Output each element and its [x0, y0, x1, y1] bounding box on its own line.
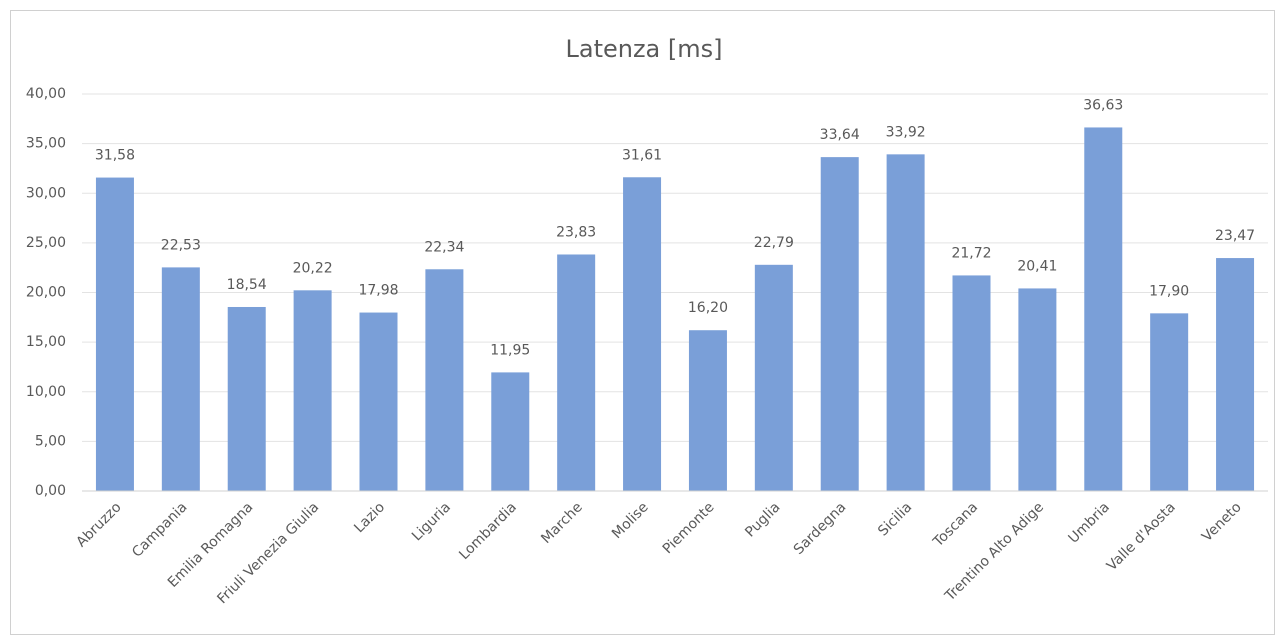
- chart-title: Latenza [ms]: [565, 35, 722, 63]
- bar: [227, 306, 266, 491]
- bar: [293, 290, 332, 491]
- data-label: 16,20: [688, 300, 728, 316]
- data-label: 31,58: [95, 148, 135, 164]
- y-tick-label: 10,00: [26, 384, 66, 400]
- y-tick-label: 15,00: [26, 334, 66, 350]
- bar: [952, 275, 991, 491]
- bar: [491, 372, 530, 491]
- data-label: 20,41: [1017, 258, 1057, 274]
- bar: [688, 330, 727, 491]
- y-tick-label: 20,00: [26, 285, 66, 301]
- bar: [754, 264, 793, 491]
- data-label: 20,22: [293, 260, 333, 276]
- y-tick-label: 5,00: [35, 433, 66, 449]
- data-label: 23,47: [1215, 228, 1255, 244]
- data-label: 21,72: [951, 245, 991, 261]
- bar: [557, 254, 596, 491]
- bar: [359, 312, 398, 491]
- data-label: 33,64: [820, 127, 860, 143]
- bar: [1150, 313, 1189, 491]
- data-label: 31,61: [622, 147, 662, 163]
- y-tick-label: 30,00: [26, 185, 66, 201]
- bar: [1216, 258, 1255, 491]
- bar: [1084, 127, 1123, 491]
- y-tick-label: 40,00: [26, 86, 66, 102]
- data-label: 17,98: [358, 283, 398, 299]
- bar: [95, 177, 134, 492]
- data-label: 18,54: [227, 277, 267, 293]
- bar: [886, 154, 925, 491]
- bar: [161, 267, 200, 491]
- data-label: 11,95: [490, 342, 530, 358]
- bar: [425, 269, 464, 491]
- bar: [623, 177, 662, 491]
- y-tick-label: 35,00: [26, 136, 66, 152]
- data-label: 22,34: [424, 239, 464, 255]
- bar: [820, 157, 859, 492]
- bar: [1018, 288, 1057, 491]
- data-label: 36,63: [1083, 97, 1123, 113]
- data-label: 22,53: [161, 237, 201, 253]
- data-label: 23,83: [556, 224, 596, 240]
- y-tick-label: 0,00: [35, 483, 66, 499]
- data-label: 17,90: [1149, 283, 1189, 299]
- data-label: 22,79: [754, 235, 794, 251]
- data-label: 33,92: [886, 124, 926, 140]
- y-tick-label: 25,00: [26, 235, 66, 251]
